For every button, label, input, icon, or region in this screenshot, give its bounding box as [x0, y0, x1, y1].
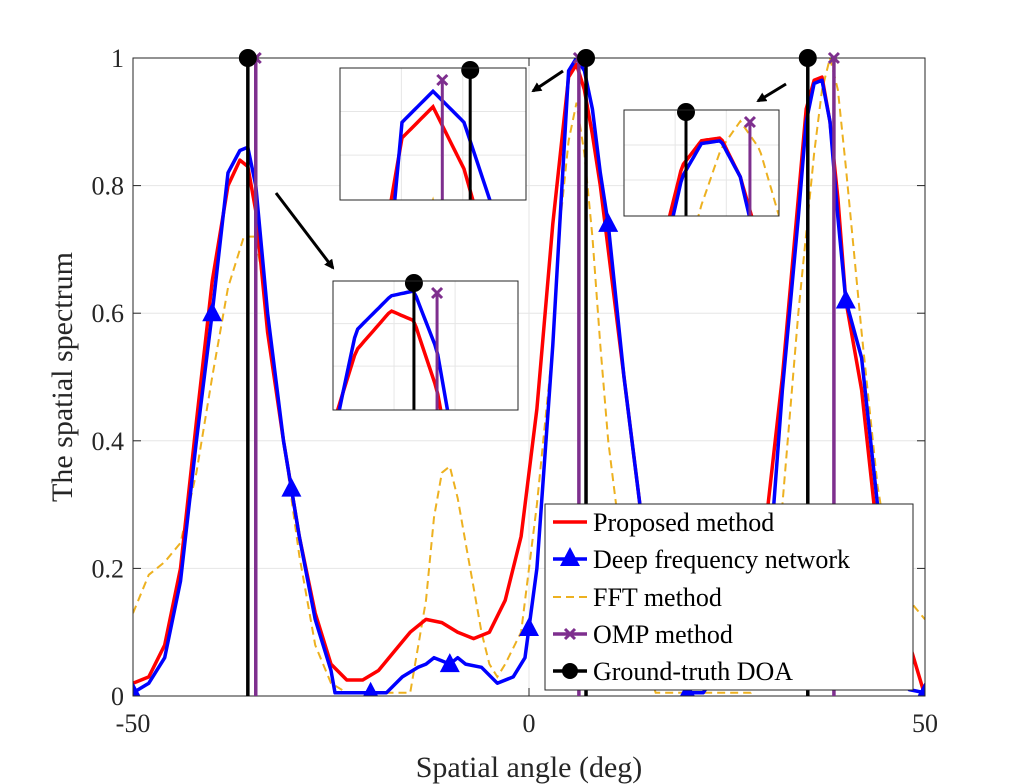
inset-omp-x-marker	[436, 73, 449, 87]
marker-triangle-deep-frequency-network	[835, 289, 856, 309]
legend: Proposed method Deep frequency network F…	[544, 503, 914, 691]
marker-triangle-deep-frequency-network	[281, 477, 302, 497]
legend-label-fft-method: FFT method	[593, 583, 722, 612]
legend-entry-ground-truth-doa: Ground-truth DOA	[553, 657, 793, 686]
inset-line-fft-method	[697, 119, 779, 216]
x-tick-label: 0	[523, 709, 536, 738]
marker-triangle-deep-frequency-network	[363, 681, 379, 696]
legend-label-proposed-method: Proposed method	[593, 508, 774, 537]
legend-box	[544, 503, 914, 691]
omp-x-marker	[827, 51, 840, 65]
inset-omp-x-marker	[743, 115, 756, 129]
y-tick-label: 0.4	[92, 427, 125, 456]
y-tick-label: 0.8	[92, 172, 125, 201]
legend-x-marker	[563, 627, 577, 641]
inset-line-deep-frequency-network	[671, 139, 752, 216]
inset-right-peak	[623, 82, 787, 217]
inset-left-peak	[274, 192, 519, 411]
inset-line-deep-frequency-network	[393, 88, 492, 200]
marker-triangle-deep-frequency-network	[917, 681, 925, 696]
ground-truth-dot-marker	[577, 49, 596, 67]
legend-label-ground-truth-doa: Ground-truth DOA	[593, 657, 793, 686]
inset-layer	[274, 61, 787, 411]
inset-plot	[340, 68, 526, 200]
marker-triangle-deep-frequency-network	[202, 302, 223, 322]
inset-frame	[623, 109, 780, 217]
inset-background	[333, 281, 518, 410]
x-tick-label: -50	[116, 709, 151, 738]
marker-triangle-deep-frequency-network	[439, 653, 460, 673]
inset-background	[624, 110, 779, 216]
inset-line-proposed-method	[335, 309, 443, 410]
inset-omp-x-marker	[431, 286, 444, 300]
y-tick-label: 0.2	[92, 554, 125, 583]
legend-label-deep-frequency-network: Deep frequency network	[593, 545, 850, 574]
y-tick-label: 1	[111, 44, 124, 73]
legend-entry-fft-method: FFT method	[553, 583, 722, 612]
marker-triangle-deep-frequency-network	[598, 212, 619, 232]
inset-frame	[339, 67, 527, 201]
inset-center-peak	[339, 61, 564, 201]
x-axis-title: Spatial angle (deg)	[416, 751, 643, 784]
inset-ground-truth-dot-marker	[404, 274, 423, 292]
y-axis-title: The spatial spectrum	[46, 252, 79, 502]
y-tick-label: 0.6	[92, 299, 125, 328]
inset-ground-truth-dot-marker	[461, 61, 480, 79]
inset-ground-truth-dot-marker	[677, 103, 695, 121]
marker-triangle-deep-frequency-network	[519, 616, 539, 636]
ground-truth-dot-marker	[238, 49, 257, 67]
legend-entry-omp-method: OMP method	[553, 620, 733, 649]
inset-line-proposed-method	[667, 136, 754, 216]
inset-background	[340, 68, 526, 200]
legend-entry-deep-frequency-network: Deep frequency network	[553, 545, 850, 574]
legend-entry-proposed-method: Proposed method	[553, 508, 774, 537]
inset-pointer-arrow	[531, 69, 564, 93]
inset-plot	[333, 281, 518, 410]
inset-pointer-arrow	[274, 192, 335, 270]
inset-line-proposed-method	[389, 103, 475, 200]
inset-frame	[332, 280, 519, 411]
x-tick-label: 50	[912, 709, 938, 738]
marker-triangle-deep-frequency-network	[133, 681, 141, 696]
legend-label-omp-method: OMP method	[593, 620, 733, 649]
ground-truth-dot-marker	[798, 49, 817, 67]
inset-line-deep-frequency-network	[337, 289, 450, 410]
inset-pointer-arrow	[756, 82, 787, 103]
y-tick-label: 0	[111, 682, 124, 711]
legend-triangle-marker	[560, 547, 580, 566]
legend-dot-marker	[562, 663, 578, 679]
inset-plot	[624, 110, 779, 216]
